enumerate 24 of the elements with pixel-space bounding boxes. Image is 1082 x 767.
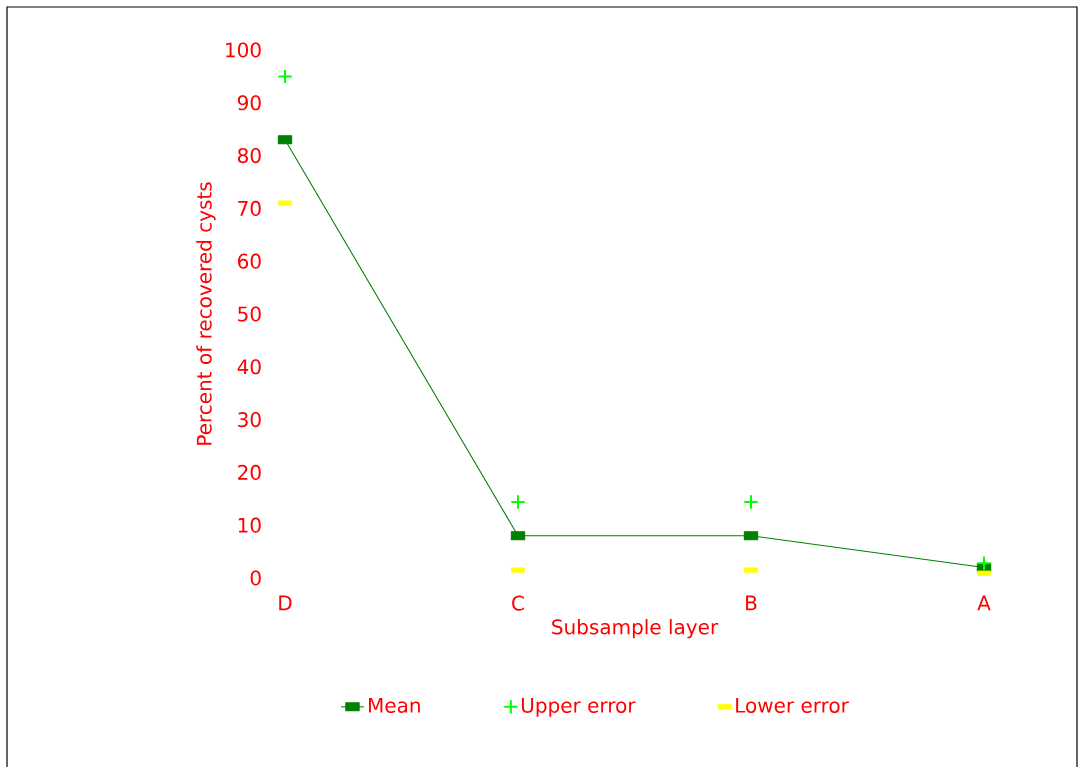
y-tick-label: 70 <box>238 200 261 216</box>
y-tick-label: 80 <box>237 148 261 164</box>
x-tick-label: D <box>279 595 292 611</box>
x-axis-title: Subsample layer <box>552 618 719 639</box>
legend-label: Lower error <box>736 698 849 713</box>
x-tick-label: C <box>512 595 524 611</box>
y-tick-label: 50 <box>238 306 261 322</box>
point <box>743 494 759 510</box>
y-tick-label: 30 <box>238 412 261 428</box>
point <box>976 555 992 571</box>
point <box>510 494 526 510</box>
y-tick-label: 0 <box>250 570 261 586</box>
y-tick-label: 40 <box>237 359 261 375</box>
legend-label: Mean <box>369 698 420 713</box>
y-tick-label: 10 <box>238 517 261 533</box>
y-tick-label: 60 <box>238 253 261 269</box>
x-tick-label: B <box>746 595 757 611</box>
x-tick-label: A <box>977 595 991 611</box>
y-tick-label: 100 <box>226 42 261 58</box>
legend-label: Upper error <box>521 698 636 717</box>
point <box>277 68 293 85</box>
y-axis-title: Percent of recovered cysts <box>196 182 216 445</box>
y-tick-label: 20 <box>238 464 261 480</box>
y-tick-label: 90 <box>237 95 261 111</box>
